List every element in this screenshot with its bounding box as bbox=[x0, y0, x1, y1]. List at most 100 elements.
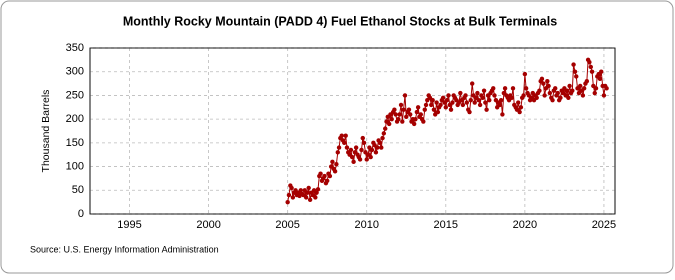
data-point bbox=[480, 95, 485, 101]
y-tick-label: 350 bbox=[66, 42, 84, 54]
data-point bbox=[484, 107, 489, 112]
data-point bbox=[435, 109, 441, 115]
data-point bbox=[418, 112, 424, 117]
data-point bbox=[446, 93, 451, 98]
data-point bbox=[330, 159, 335, 165]
data-point bbox=[429, 102, 434, 108]
data-point bbox=[593, 86, 599, 91]
plot-area: 0 50 100 150 200 250 300 350 1995 2000 2005 2010 201… bbox=[66, 42, 617, 231]
data-point bbox=[342, 140, 347, 146]
data-point bbox=[588, 64, 594, 70]
data-point bbox=[502, 86, 508, 91]
data-point bbox=[448, 107, 454, 112]
data-point bbox=[335, 150, 340, 155]
data-point bbox=[564, 88, 570, 93]
data-point bbox=[380, 135, 385, 141]
data-point bbox=[472, 100, 477, 105]
data-point bbox=[327, 173, 333, 179]
y-tick-label: 50 bbox=[72, 184, 84, 196]
data-point bbox=[483, 100, 488, 105]
data-point bbox=[332, 169, 338, 174]
data-point bbox=[364, 157, 369, 162]
data-point bbox=[359, 147, 364, 153]
data-point bbox=[517, 109, 522, 115]
data-point bbox=[546, 83, 551, 89]
data-point bbox=[571, 62, 576, 67]
data-point bbox=[580, 93, 586, 98]
plot-border bbox=[89, 47, 616, 215]
data-point bbox=[324, 178, 330, 183]
data-point bbox=[523, 86, 529, 91]
data-point bbox=[422, 107, 427, 112]
data-point bbox=[545, 79, 550, 84]
data-point bbox=[313, 195, 318, 200]
data-point bbox=[578, 83, 583, 89]
data-point bbox=[516, 100, 521, 105]
data-point bbox=[322, 173, 327, 179]
data-point bbox=[491, 86, 496, 91]
x-tick-label: 2010 bbox=[354, 219, 378, 231]
plot-background bbox=[89, 47, 616, 215]
data-point bbox=[373, 150, 379, 155]
data-point bbox=[534, 95, 539, 101]
data-point bbox=[509, 95, 514, 101]
data-point bbox=[470, 81, 475, 86]
data-point bbox=[476, 97, 481, 103]
data-point bbox=[389, 116, 394, 122]
x-tick-label: 1995 bbox=[117, 219, 141, 231]
data-point bbox=[475, 90, 480, 96]
data-point bbox=[604, 86, 609, 91]
data-point bbox=[570, 88, 575, 93]
data-point bbox=[492, 93, 497, 98]
data-point bbox=[396, 116, 401, 122]
data-point bbox=[555, 90, 560, 96]
data-point bbox=[404, 114, 409, 119]
data-point bbox=[289, 185, 294, 191]
data-point bbox=[406, 107, 412, 112]
data-point bbox=[379, 145, 384, 150]
y-tick-label: 150 bbox=[66, 137, 84, 149]
data-point bbox=[567, 83, 572, 89]
data-point bbox=[413, 116, 418, 122]
data-point bbox=[307, 197, 313, 202]
data-point bbox=[458, 90, 463, 96]
y-tick-label: 200 bbox=[66, 113, 84, 125]
data-point bbox=[477, 102, 483, 108]
data-point bbox=[438, 102, 443, 108]
data-point bbox=[463, 93, 468, 98]
data-point bbox=[550, 97, 555, 103]
data-point bbox=[592, 90, 597, 96]
data-point bbox=[402, 93, 408, 98]
data-point bbox=[460, 102, 466, 108]
x-tick-label: 2005 bbox=[275, 219, 299, 231]
data-point bbox=[597, 76, 603, 82]
data-point bbox=[464, 100, 470, 105]
data-point bbox=[431, 107, 437, 112]
data-point bbox=[348, 147, 354, 153]
data-point bbox=[381, 131, 387, 136]
data-point bbox=[541, 81, 546, 86]
data-point bbox=[574, 74, 579, 79]
data-point bbox=[481, 88, 487, 93]
data-point bbox=[468, 97, 473, 103]
x-tick-label: 2020 bbox=[513, 219, 537, 231]
data-point bbox=[443, 105, 448, 110]
x-tick-label: 2000 bbox=[196, 219, 220, 231]
data-point bbox=[518, 105, 524, 110]
data-point bbox=[423, 102, 429, 108]
data-point bbox=[430, 97, 435, 103]
data-point bbox=[584, 79, 590, 84]
data-point bbox=[351, 159, 356, 165]
data-point bbox=[344, 145, 350, 150]
data-point bbox=[298, 188, 303, 193]
data-point bbox=[339, 133, 344, 138]
data-point bbox=[450, 100, 455, 105]
data-point bbox=[286, 192, 292, 198]
data-point bbox=[587, 60, 592, 65]
data-point bbox=[392, 107, 397, 112]
data-point bbox=[303, 195, 309, 200]
data-point bbox=[408, 112, 413, 117]
y-tick-label: 100 bbox=[66, 160, 84, 172]
